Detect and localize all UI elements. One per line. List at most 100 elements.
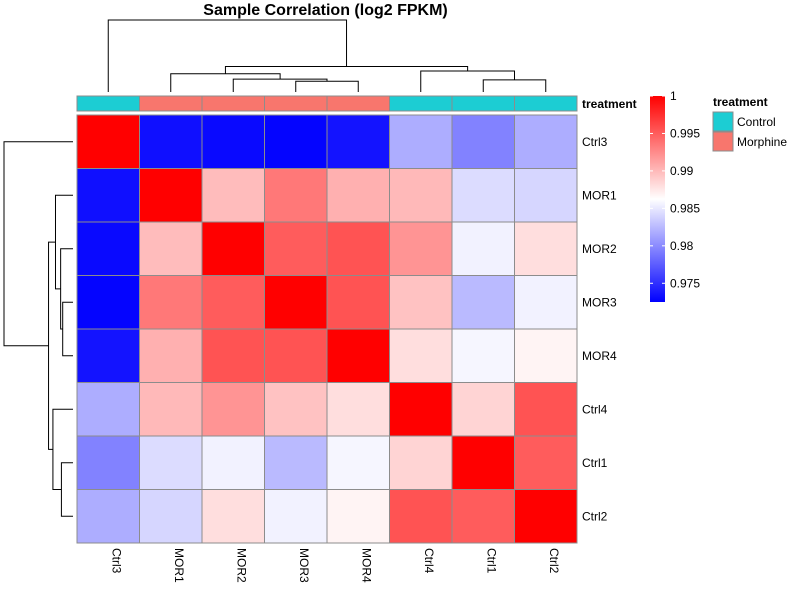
heatmap-cell xyxy=(326,114,390,169)
treatment-annotation-bar: treatment xyxy=(76,95,637,112)
heatmap-cell xyxy=(514,435,578,490)
annotation-cell xyxy=(264,95,328,112)
chart-title: Sample Correlation (log2 FPKM) xyxy=(203,2,448,19)
heatmap-cell xyxy=(264,221,328,276)
col-dendro-branch xyxy=(232,78,328,92)
heatmap-cell xyxy=(389,275,453,330)
row-label: Ctrl4 xyxy=(582,402,608,416)
heatmap-cell xyxy=(514,168,578,223)
heatmap-cell xyxy=(201,382,265,437)
heatmap-cell xyxy=(76,382,140,437)
colorbar-gradient xyxy=(650,96,665,302)
heatmap-cell xyxy=(139,489,203,544)
heatmap-cell xyxy=(139,435,203,490)
heatmap-cell xyxy=(451,382,515,437)
annotation-cell xyxy=(514,95,578,112)
legend-swatch xyxy=(712,131,734,152)
heatmap-cell xyxy=(389,328,453,383)
col-dendro-branch xyxy=(420,70,515,92)
heatmap-cell xyxy=(326,382,390,437)
column-label: Ctrl4 xyxy=(422,548,436,574)
heatmap-cell xyxy=(451,489,515,544)
row-label: MOR3 xyxy=(582,295,617,309)
heatmap-cell xyxy=(389,168,453,223)
heatmap-cell xyxy=(76,275,140,330)
row-label: MOR1 xyxy=(582,188,617,202)
annotation-cell xyxy=(326,95,390,112)
colorbar-tick-label: 0.99 xyxy=(670,164,694,178)
legend-swatch xyxy=(712,111,734,132)
heatmap-cell xyxy=(326,275,390,330)
heatmap-cell xyxy=(76,221,140,276)
heatmap-cell xyxy=(451,168,515,223)
heatmap-cell xyxy=(451,114,515,169)
row-label: Ctrl2 xyxy=(582,509,608,523)
annotation-cell xyxy=(76,95,140,112)
legend-entry: Morphine xyxy=(737,135,787,149)
annotation-cell xyxy=(451,95,515,112)
heatmap-cell xyxy=(514,382,578,437)
heatmap-cell xyxy=(451,435,515,490)
row-label: MOR2 xyxy=(582,242,617,256)
row-dendro-branch xyxy=(60,248,73,330)
colorbar-tick-label: 0.995 xyxy=(670,126,700,140)
col-dendro-branch xyxy=(295,80,359,92)
annotation-label: treatment xyxy=(582,97,637,111)
row-label: MOR4 xyxy=(582,349,617,363)
column-label: Ctrl3 xyxy=(109,548,123,574)
heatmap-cell xyxy=(264,275,328,330)
colorbar-tick-label: 1 xyxy=(670,89,677,103)
heatmap-cell xyxy=(76,114,140,169)
legend-entry: Control xyxy=(737,115,776,129)
annotation-cell xyxy=(201,95,265,112)
column-labels: Ctrl3 MOR1 MOR2 MOR3 MOR4 Ctrl4 Ctrl1 Ctrl2 xyxy=(109,548,561,583)
column-label: MOR1 xyxy=(172,548,186,583)
heatmap-cell xyxy=(139,168,203,223)
row-label: Ctrl3 xyxy=(582,135,608,149)
heatmap-cell xyxy=(139,275,203,330)
col-dendro-branch xyxy=(107,19,348,92)
col-dendro-branch xyxy=(482,79,547,92)
heatmap-cell xyxy=(264,382,328,437)
heatmap-cell xyxy=(389,489,453,544)
heatmap-cell xyxy=(514,221,578,276)
annotation-cell xyxy=(139,95,203,112)
column-label: Ctrl1 xyxy=(484,548,498,574)
col-dendro-branch xyxy=(170,73,281,92)
heatmap-cell xyxy=(389,435,453,490)
heatmap-cell xyxy=(264,328,328,383)
heatmap-cell xyxy=(451,221,515,276)
colorbar-tick-label: 0.975 xyxy=(670,276,700,290)
heatmap-cell xyxy=(326,168,390,223)
heatmap-cell xyxy=(451,275,515,330)
heatmap-cell xyxy=(514,275,578,330)
annotation-cell xyxy=(389,95,453,112)
heatmap-cell xyxy=(201,435,265,490)
colorbar: 1 0.995 0.99 0.985 0.98 0.975 xyxy=(650,89,700,302)
heatmap-cell xyxy=(264,114,328,169)
row-dendro-branch xyxy=(60,462,73,517)
row-dendro-branch xyxy=(48,241,56,450)
row-dendrogram xyxy=(3,141,73,517)
heatmap-cell xyxy=(139,221,203,276)
heatmap-cell xyxy=(264,168,328,223)
heatmap-cell xyxy=(76,435,140,490)
row-labels: Ctrl3 MOR1 MOR2 MOR3 MOR4 Ctrl4 Ctrl1 Ctrl2 xyxy=(582,135,617,524)
heatmap-cell xyxy=(139,328,203,383)
row-dendro-branch xyxy=(52,408,73,490)
heatmap-cell xyxy=(514,114,578,169)
heatmap-cell xyxy=(451,328,515,383)
treatment-legend: treatment Control Morphine xyxy=(712,95,787,152)
legend-title: treatment xyxy=(713,95,768,109)
heatmap-cell xyxy=(201,489,265,544)
heatmap-cell xyxy=(201,275,265,330)
heatmap-cell xyxy=(326,221,390,276)
column-label: MOR2 xyxy=(234,548,248,583)
heatmap-cell xyxy=(326,489,390,544)
heatmap-cell xyxy=(139,382,203,437)
heatmap-cell xyxy=(326,435,390,490)
column-label: Ctrl2 xyxy=(547,548,561,574)
row-dendro-branch xyxy=(54,194,73,290)
row-label: Ctrl1 xyxy=(582,456,608,470)
